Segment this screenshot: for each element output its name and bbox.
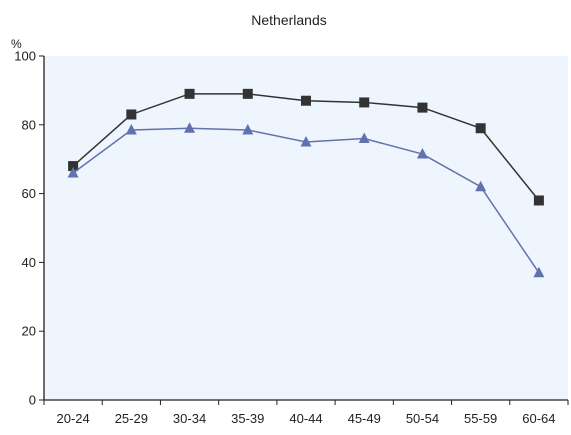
plot-area [44, 56, 568, 400]
series-1-point [242, 88, 253, 99]
series-1-point [475, 123, 486, 134]
series-2-point [475, 180, 487, 192]
series-2-point [184, 122, 196, 133]
x-tick-label: 50-54 [406, 411, 439, 426]
x-tick-label: 60-64 [522, 411, 555, 426]
chart-title: Netherlands [251, 12, 327, 28]
x-tick-label: 40-44 [289, 411, 322, 426]
series-2-point [300, 136, 312, 147]
y-tick-label: 20 [22, 324, 36, 339]
y-tick-label: 0 [29, 393, 36, 408]
series-2-point [242, 123, 254, 135]
series-1-point [359, 97, 370, 108]
y-tick-label: 40 [22, 255, 36, 270]
series-2-point [533, 266, 545, 278]
x-tick-label: 25-29 [115, 411, 148, 426]
series-2-point [416, 148, 428, 159]
x-tick-label: 55-59 [464, 411, 497, 426]
x-tick-label: 45-49 [348, 411, 381, 426]
axes [43, 56, 568, 401]
series-2-point [67, 166, 79, 178]
series-2-point [125, 123, 137, 135]
series-1-point [184, 88, 195, 99]
y-axis-ticks: 0 20 40 60 80 100 [14, 49, 44, 408]
y-axis-unit-label: % [11, 37, 22, 51]
series-layer [67, 88, 545, 278]
y-tick-label: 60 [22, 186, 36, 201]
series-1-point [68, 161, 79, 172]
x-tick-label: 30-34 [173, 411, 206, 426]
x-tick-label: 35-39 [231, 411, 264, 426]
series-1-point [126, 109, 137, 120]
x-tick-label: 20-24 [56, 411, 89, 426]
series-1-point [417, 102, 428, 113]
series-1-point [533, 195, 544, 206]
series-1-point [301, 95, 311, 106]
y-tick-label: 80 [22, 117, 36, 132]
y-tick-label: 100 [14, 49, 36, 64]
series-2-point [358, 132, 370, 144]
x-axis-ticks: 20-24 25-29 30-34 35-39 40-44 45-49 50-54 55-59… [43, 400, 569, 426]
